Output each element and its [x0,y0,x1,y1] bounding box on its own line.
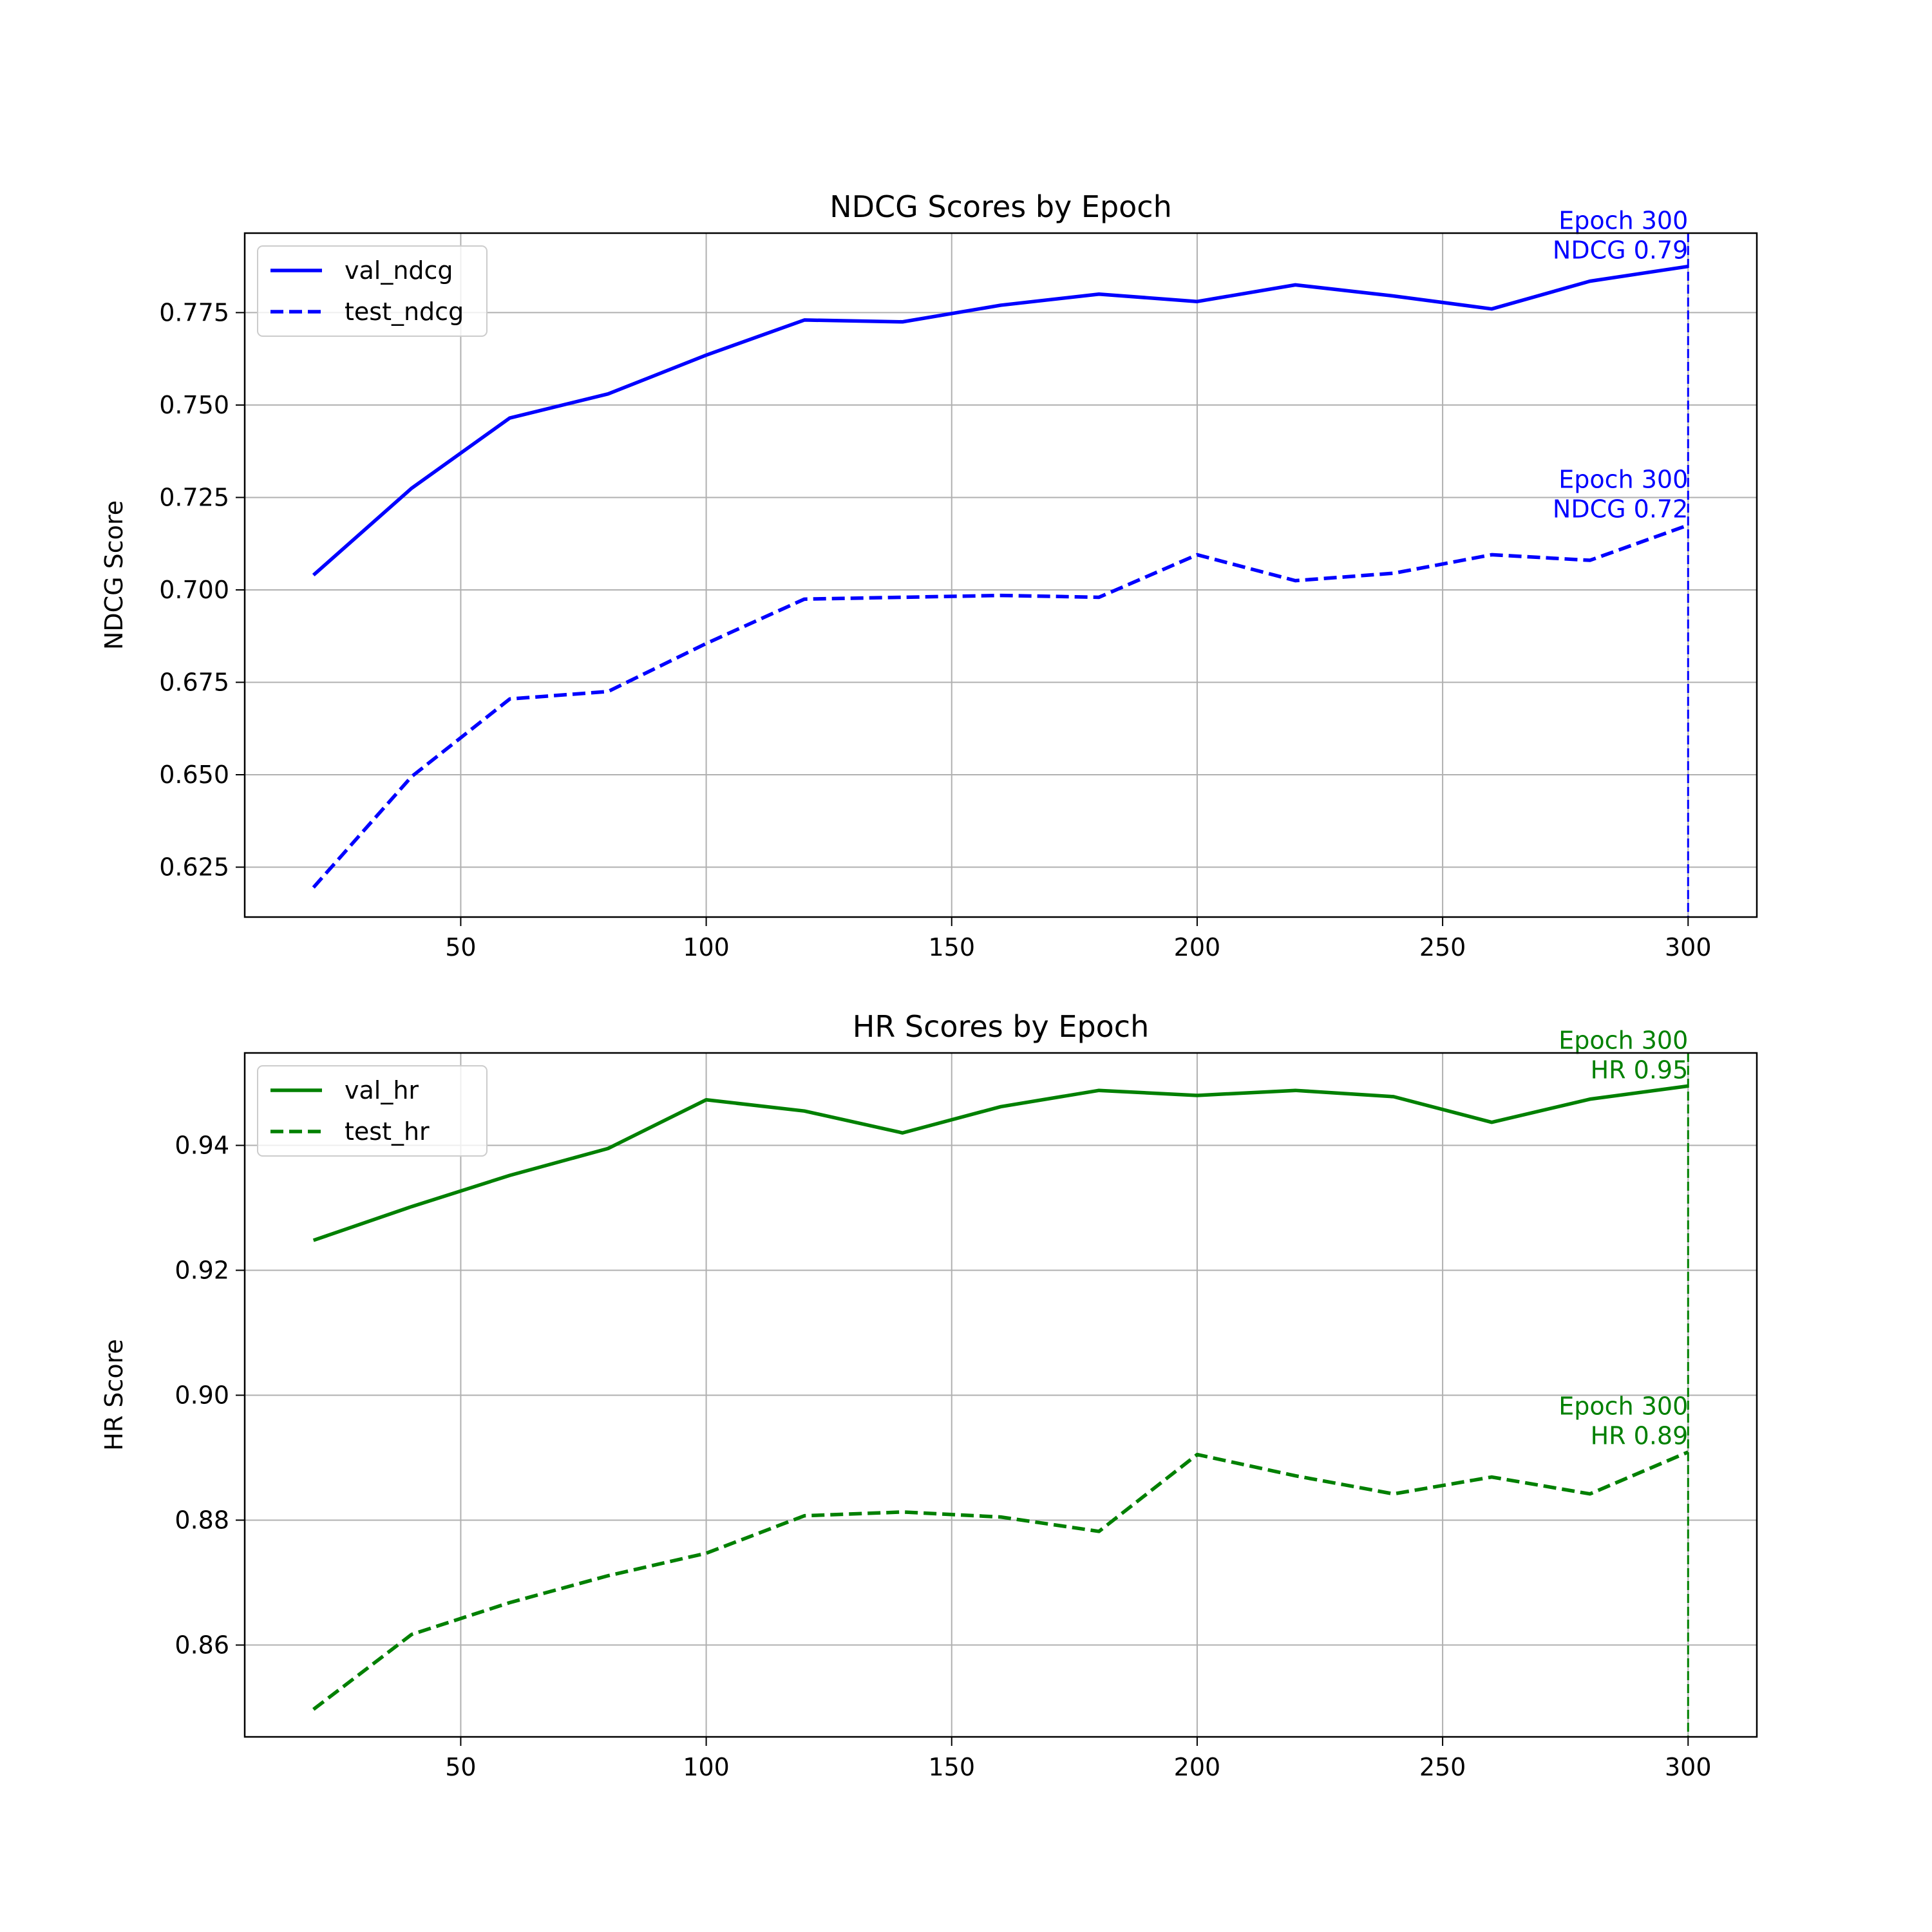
y-tick-label: 0.86 [175,1631,229,1659]
y-tick-label: 0.625 [159,853,229,882]
legend-box [257,245,488,337]
x-tick-label: 200 [1174,1753,1221,1781]
y-tick-label: 0.650 [159,761,229,789]
legend-label: test_hr [345,1117,430,1146]
y-tick-label: 0.88 [175,1506,229,1534]
axes-frame [243,1052,1758,1738]
series-line-test_ndcg [312,523,1689,889]
x-tick-label: 300 [1665,933,1712,961]
x-tick-label: 100 [683,933,730,961]
annotation-score: HR 0.95 [1591,1056,1689,1084]
x-tick-label: 300 [1665,1753,1712,1781]
series-line-val_hr [312,1084,1689,1242]
x-tick-label: 50 [445,933,476,961]
series-line-val_ndcg [312,264,1689,577]
y-tick-label: 0.775 [159,298,229,327]
legend: val_ndcg test_ndcg [257,245,488,337]
x-tick-label: 250 [1419,1753,1466,1781]
x-tick-label: 150 [929,933,976,961]
y-tick-label: 0.90 [175,1381,229,1409]
annotation-epoch: Epoch 300 [1558,1026,1688,1054]
x-tick-label: 50 [445,1753,476,1781]
chart-title: HR Scores by Epoch [853,1009,1150,1044]
annotation-score: HR 0.89 [1591,1422,1689,1450]
axes-frame [243,232,1758,918]
y-tick-label: 0.92 [175,1256,229,1285]
legend-label: val_ndcg [345,256,453,285]
annotation-score: NDCG 0.79 [1553,236,1688,265]
legend: val_hr test_hr [257,1065,488,1157]
y-axis-label: HR Score [100,1339,128,1451]
y-tick-label: 0.750 [159,391,229,419]
legend-label: val_hr [345,1076,419,1104]
x-tick-label: 250 [1419,933,1466,961]
chart-panel: 50 100 150 200 250 300 0.86 0.88 0.90 0.92 0.94 Epo… [100,1009,1758,1781]
y-axis-label: NDCG Score [100,500,128,650]
legend-box [257,1065,488,1157]
y-tick-label: 0.94 [175,1132,229,1160]
x-tick-label: 150 [929,1753,976,1781]
chart-title: NDCG Scores by Epoch [829,189,1172,224]
x-tick-label: 200 [1174,933,1221,961]
y-tick-label: 0.675 [159,668,229,696]
chart-panel: 50 100 150 200 250 300 0.625 0.650 0.675 0.700 0.7… [100,189,1758,961]
annotation-epoch: Epoch 300 [1558,207,1688,235]
legend-label: test_ndcg [345,298,464,326]
annotation-score: NDCG 0.72 [1553,495,1688,524]
annotation-epoch: Epoch 300 [1558,1392,1688,1421]
annotation-epoch: Epoch 300 [1558,466,1688,494]
series-line-test_hr [312,1450,1689,1711]
y-tick-label: 0.700 [159,576,229,604]
x-tick-label: 100 [683,1753,730,1781]
y-tick-label: 0.725 [159,483,229,511]
